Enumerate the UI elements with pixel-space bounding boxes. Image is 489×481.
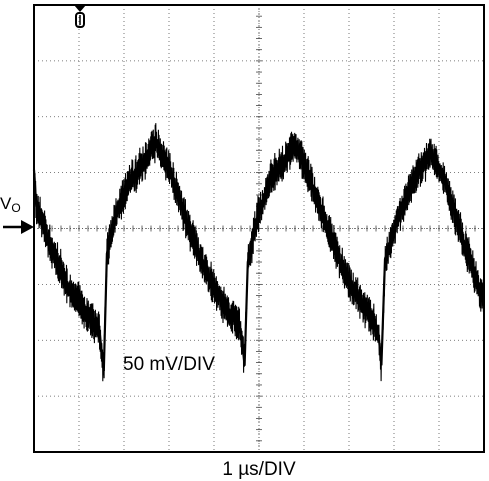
vertical-scale-label: 50 mV/DIV — [123, 354, 215, 375]
trigger-marker-icon — [74, 5, 86, 28]
ground-reference-arrow-icon — [3, 220, 34, 234]
graticule — [33, 4, 485, 453]
time-scale-label: 1 µs/DIV — [222, 459, 296, 480]
waveform-trace — [32, 123, 485, 382]
waveform-envelope — [32, 139, 485, 372]
plot-frame — [33, 4, 485, 453]
trace-label: VO — [0, 194, 21, 215]
waveform-line — [33, 123, 485, 382]
